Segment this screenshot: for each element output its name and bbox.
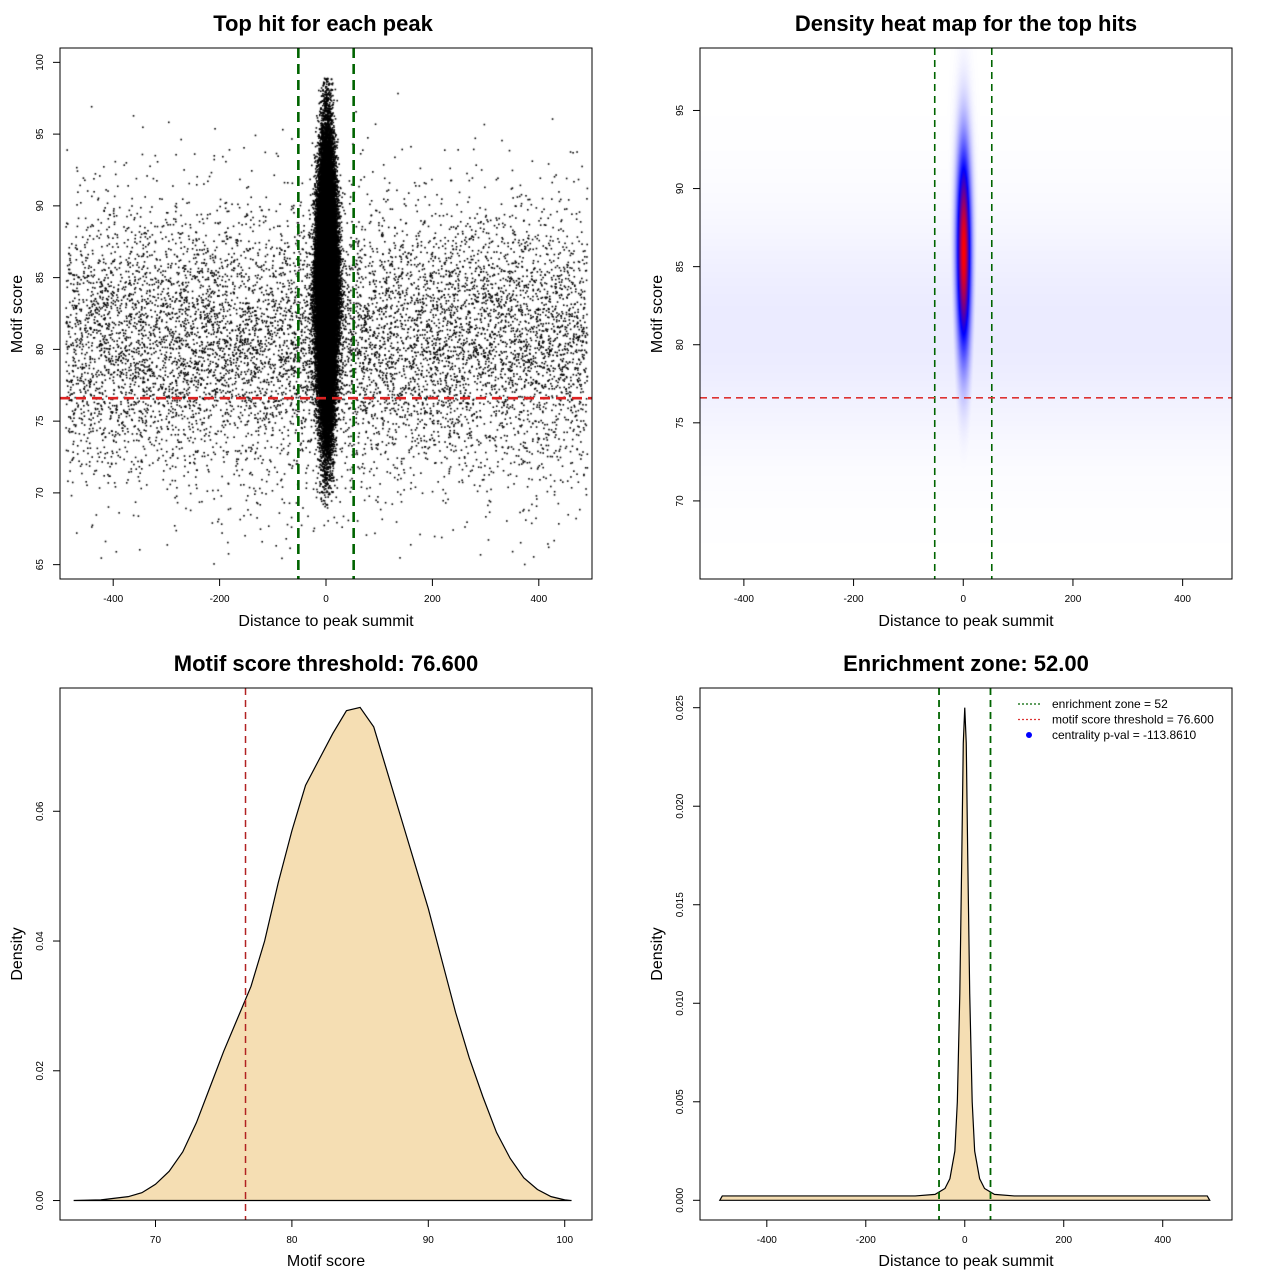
distance-x-tick-label: 200 (1055, 1235, 1072, 1246)
score-x-tick-label: 100 (556, 1235, 573, 1246)
heatmap-layer (700, 48, 1232, 579)
distance-reference-lines (938, 688, 992, 1220)
scatter-y-tick-label: 65 (35, 559, 46, 571)
score-x-label: Motif score (287, 1253, 365, 1270)
distance-y-label: Density (649, 927, 666, 980)
heatmap-x-tick-label: -200 (844, 594, 864, 605)
scatter-title: Top hit for each peak (213, 11, 433, 36)
distance-x-tick-label: 400 (1154, 1235, 1171, 1246)
scatter-y-tick-label: 95 (35, 128, 46, 140)
distance-x-tick-label: -400 (757, 1235, 777, 1246)
scatter-x-tick-label: 0 (323, 594, 329, 605)
score-density-title: Motif score threshold: 76.600 (174, 651, 478, 676)
distance-y-tick-label: 0.020 (675, 793, 686, 818)
distance-y-tick-label: 0.005 (675, 1089, 686, 1114)
score-y-tick-label: 0.06 (35, 801, 46, 821)
scatter-x-tick-label: 200 (424, 594, 441, 605)
distance-density-panel: Enrichment zone: 52.00 -400 -200 0 200 400 0… (649, 651, 1233, 1270)
scatter-panel: Top hit for each peak -400 -200 0 200 400 65… (9, 11, 593, 630)
distance-y-tick-label: 0.010 (675, 990, 686, 1015)
heatmap-y-tick-label: 85 (675, 261, 686, 273)
distance-density-title: Enrichment zone: 52.00 (843, 651, 1089, 676)
heatmap-y-tick-label: 90 (675, 183, 686, 195)
distance-x-label: Distance to peak summit (878, 1253, 1054, 1270)
score-y-tick-label: 0.04 (35, 931, 46, 951)
distance-y-tick-label: 0.000 (675, 1187, 686, 1212)
score-y-tick-label: 0.00 (35, 1190, 46, 1210)
scatter-y-tick-label: 100 (35, 54, 46, 71)
heatmap-y-label: Motif score (649, 275, 666, 353)
score-y-axis: 0.00 0.02 0.04 0.06 (35, 801, 61, 1210)
legend-point-swatch (1026, 732, 1032, 738)
score-y-tick-label: 0.02 (35, 1061, 46, 1081)
distance-y-tick-label: 0.015 (675, 892, 686, 917)
distance-y-axis: 0.000 0.005 0.010 0.015 0.020 0.025 (675, 695, 701, 1213)
legend-entry-label: centrality p-val = -113.8610 (1052, 728, 1197, 742)
scatter-y-tick-label: 75 (35, 415, 46, 427)
score-x-tick-label: 70 (150, 1235, 162, 1246)
scatter-y-tick-label: 90 (35, 200, 46, 212)
scatter-reference-lines (60, 48, 592, 579)
heatmap-x-tick-label: 200 (1065, 594, 1082, 605)
scatter-x-label: Distance to peak summit (238, 613, 414, 630)
scatter-points-layer (60, 48, 592, 579)
score-x-tick-label: 90 (423, 1235, 435, 1246)
heatmap-y-tick-label: 80 (675, 339, 686, 351)
scatter-y-label: Motif score (9, 275, 26, 353)
scatter-x-tick-label: -200 (210, 594, 230, 605)
distance-x-axis: -400 -200 0 200 400 (757, 1219, 1171, 1246)
heatmap-x-tick-label: 0 (960, 594, 966, 605)
scatter-x-axis: -400 -200 0 200 400 (103, 578, 548, 605)
legend-entry-label: enrichment zone = 52 (1052, 697, 1168, 711)
scatter-y-tick-label: 85 (35, 272, 46, 284)
heatmap-y-tick-label: 95 (675, 104, 686, 116)
heatmap-x-axis: -400 -200 0 200 400 (734, 578, 1191, 605)
scatter-x-tick-label: -400 (103, 594, 123, 605)
distance-legend: enrichment zone = 52 motif score threshol… (1018, 697, 1214, 742)
heatmap-x-tick-label: 400 (1174, 594, 1191, 605)
score-density-panel: Motif score threshold: 76.600 70 80 90 100 … (9, 651, 593, 1270)
heatmap-y-axis: 70 75 80 85 90 95 (675, 104, 701, 507)
heatmap-title: Density heat map for the top hits (795, 11, 1137, 36)
heatmap-y-tick-label: 75 (675, 417, 686, 429)
scatter-y-axis: 65 70 75 80 85 90 95 100 (35, 54, 61, 571)
scatter-y-tick-label: 80 (35, 343, 46, 355)
distance-density-curve (718, 707, 1211, 1201)
heatmap-x-tick-label: -400 (734, 594, 754, 605)
distance-x-tick-label: 0 (962, 1235, 968, 1246)
heatmap-y-tick-label: 70 (675, 495, 686, 507)
score-y-label: Density (9, 927, 26, 980)
heatmap-image (700, 48, 1232, 579)
heatmap-panel: Density heat map for the top hits -400 -2… (649, 11, 1233, 630)
score-x-tick-label: 80 (286, 1235, 298, 1246)
heatmap-reference-lines (700, 48, 1232, 579)
score-density-curve (73, 706, 572, 1202)
scatter-y-tick-label: 70 (35, 487, 46, 499)
legend-entry-label: motif score threshold = 76.600 (1052, 713, 1214, 727)
distance-y-tick-label: 0.025 (675, 695, 686, 720)
score-x-axis: 70 80 90 100 (150, 1219, 573, 1246)
scatter-points (60, 48, 592, 579)
distance-x-tick-label: -200 (856, 1235, 876, 1246)
heatmap-x-label: Distance to peak summit (878, 613, 1054, 630)
scatter-x-tick-label: 400 (530, 594, 547, 605)
